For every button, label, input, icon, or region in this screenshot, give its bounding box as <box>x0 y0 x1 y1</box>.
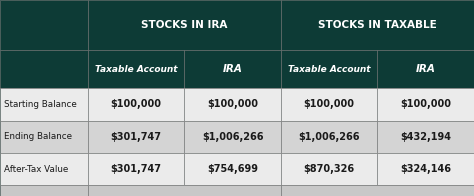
Text: $432,194: $432,194 <box>401 132 451 142</box>
Bar <box>88 50 184 88</box>
Bar <box>0 121 88 153</box>
Text: $100,000: $100,000 <box>304 99 355 109</box>
Bar <box>377 121 474 153</box>
Bar <box>88 0 281 50</box>
Text: $301,747: $301,747 <box>110 132 162 142</box>
Text: IRA: IRA <box>416 64 436 74</box>
Bar <box>184 88 281 121</box>
Bar <box>281 0 474 50</box>
Text: $100,000: $100,000 <box>110 99 162 109</box>
Bar <box>377 88 474 121</box>
Text: $754,699: $754,699 <box>207 164 258 174</box>
Text: Ending Balance: Ending Balance <box>4 132 72 141</box>
Bar <box>0 88 88 121</box>
Text: After-Tax Value: After-Tax Value <box>4 165 68 173</box>
Bar <box>281 50 377 88</box>
Text: STOCKS IN TAXABLE: STOCKS IN TAXABLE <box>318 20 437 30</box>
Bar <box>184 121 281 153</box>
Bar <box>281 88 377 121</box>
Text: $324,146: $324,146 <box>401 164 451 174</box>
Bar <box>0 185 88 196</box>
Bar <box>377 50 474 88</box>
Text: IRA: IRA <box>223 64 243 74</box>
Text: $301,747: $301,747 <box>110 164 162 174</box>
Text: Starting Balance: Starting Balance <box>4 100 76 109</box>
Bar <box>281 121 377 153</box>
Text: $1,006,266: $1,006,266 <box>202 132 264 142</box>
Text: STOCKS IN IRA: STOCKS IN IRA <box>141 20 228 30</box>
Bar <box>281 153 377 185</box>
Bar <box>0 153 88 185</box>
Text: $100,000: $100,000 <box>401 99 451 109</box>
Bar <box>377 153 474 185</box>
Bar <box>184 153 281 185</box>
Bar <box>0 50 88 88</box>
Bar <box>281 185 474 196</box>
Bar <box>88 153 184 185</box>
Bar <box>0 0 88 50</box>
Text: Taxable Account: Taxable Account <box>95 65 177 74</box>
Text: $1,006,266: $1,006,266 <box>299 132 360 142</box>
Text: $100,000: $100,000 <box>207 99 258 109</box>
Bar <box>184 50 281 88</box>
Bar <box>88 185 281 196</box>
Bar <box>88 121 184 153</box>
Bar <box>88 88 184 121</box>
Text: Taxable Account: Taxable Account <box>288 65 371 74</box>
Text: $870,326: $870,326 <box>304 164 355 174</box>
